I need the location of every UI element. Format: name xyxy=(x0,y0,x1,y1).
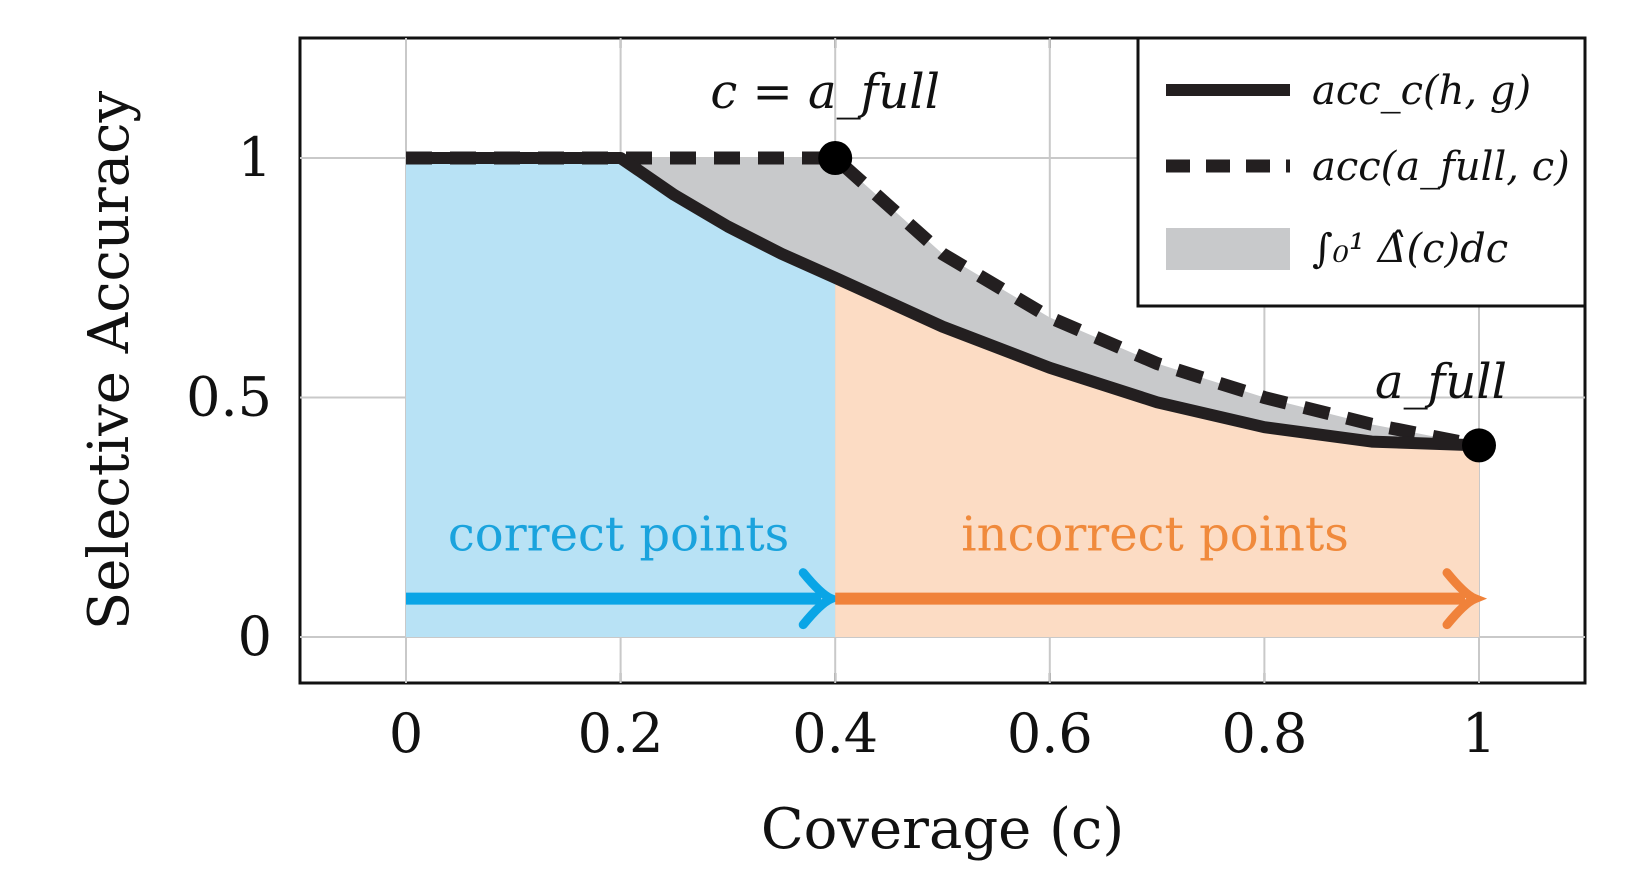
data-point-0 xyxy=(818,141,853,175)
series-dashed-line xyxy=(406,151,1481,452)
legend-label-0: acc_c(h, g) xyxy=(1312,68,1531,114)
x-tick-label-3: 0.6 xyxy=(1007,702,1093,765)
region-fill-0 xyxy=(406,158,836,637)
text-layer: correct points incorrect points 0 0.2 0.4 0.6… xyxy=(77,64,1507,862)
point-label-0: c = a_full xyxy=(710,64,940,120)
y-tick-label-1: 0.5 xyxy=(186,366,272,429)
gap-fill xyxy=(406,158,1479,446)
legend-swatch-gap xyxy=(1166,228,1290,270)
data-point-1 xyxy=(1462,428,1496,463)
legend-label-1: acc(a_full, c) xyxy=(1312,144,1570,190)
region-fill-1 xyxy=(835,277,1479,637)
region-fills xyxy=(406,158,1479,637)
region-label-0: correct points xyxy=(448,507,789,563)
legend-label-2: ∫₀¹ Δ̂(c)dc xyxy=(1312,226,1508,272)
y-tick-label-2: 1 xyxy=(238,126,272,189)
region-label-1: incorrect points xyxy=(961,507,1349,563)
plot-frame xyxy=(298,36,1587,685)
series-layer xyxy=(406,141,1496,463)
region-arrow-head-0 xyxy=(798,568,844,630)
series-solid-line xyxy=(406,152,1480,452)
point-label-1: a_full xyxy=(1375,354,1507,410)
region-arrows xyxy=(406,568,1488,630)
y-axis-label: Selective Accuracy xyxy=(77,90,142,630)
region-arrow-head-1 xyxy=(1442,568,1488,630)
x-tick-label-4: 0.8 xyxy=(1221,702,1307,765)
y-tick-label-0: 0 xyxy=(238,605,272,668)
x-tick-label-0: 0 xyxy=(389,702,423,765)
legend: acc_c(h, g) acc(a_full, c) ∫₀¹ Δ̂(c)dc xyxy=(1136,36,1587,308)
x-tick-label-5: 1 xyxy=(1462,702,1496,765)
x-tick-label-1: 0.2 xyxy=(578,702,664,765)
x-axis-label: Coverage (c) xyxy=(761,797,1124,862)
x-tick-label-2: 0.4 xyxy=(792,702,878,765)
